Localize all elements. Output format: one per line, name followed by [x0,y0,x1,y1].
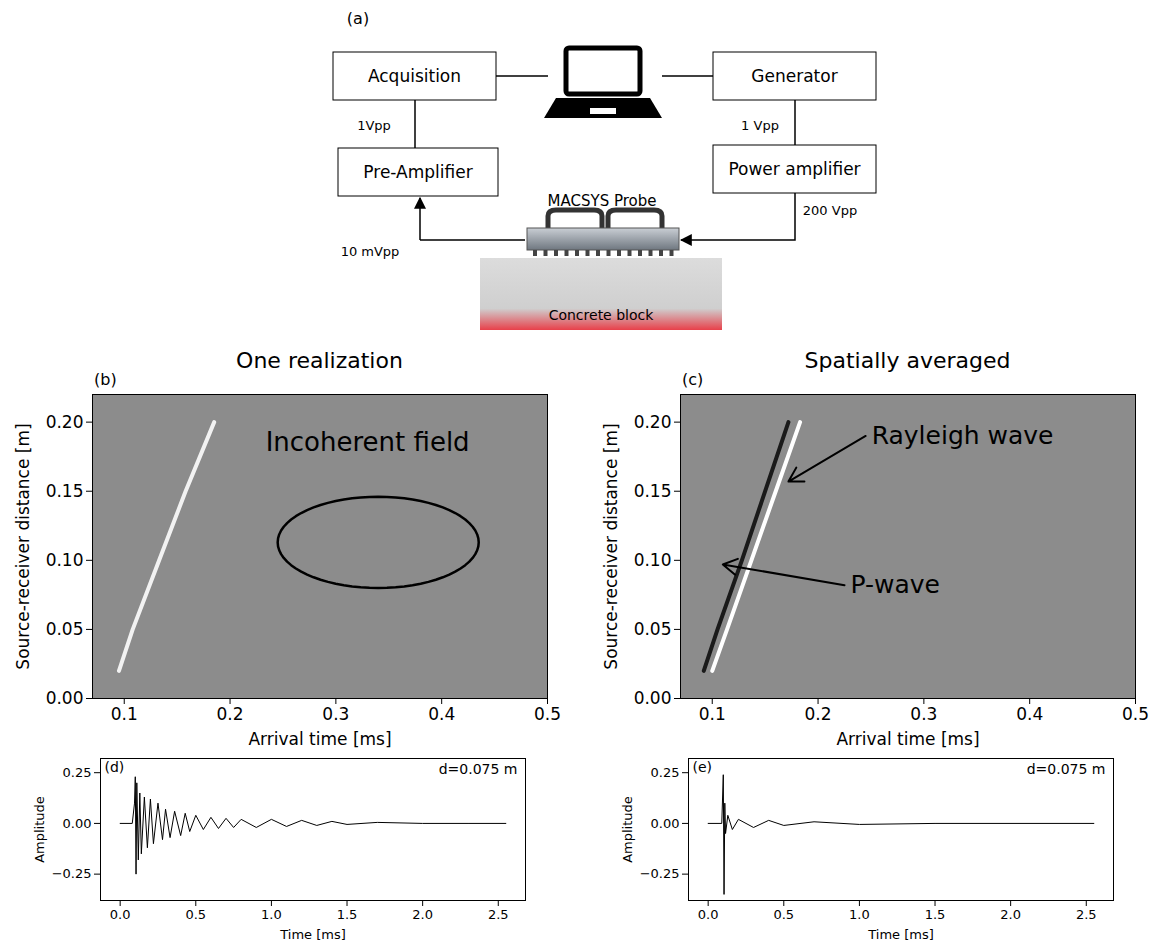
html-text:(b): (b) [94,370,117,389]
svg-text:2.0: 2.0 [412,907,433,922]
svg-text:0.20: 0.20 [634,412,672,432]
html-text:(c): (c) [682,370,704,389]
svg-text:Amplitude: Amplitude [32,796,47,863]
svg-text:0.0: 0.0 [110,907,131,922]
svg-text:Concrete block: Concrete block [549,307,655,323]
svg-text:Source-receiver distance [m]: Source-receiver distance [m] [13,423,33,669]
svg-text:P-wave: P-wave [851,570,941,599]
svg-text:Pre-Amplifier: Pre-Amplifier [363,162,472,182]
svg-text:0.5: 0.5 [185,907,206,922]
svg-text:Time [ms]: Time [ms] [279,927,346,942]
svg-text:2.0: 2.0 [1000,907,1021,922]
svg-text:d=0.075 m: d=0.075 m [1027,761,1106,777]
svg-text:0.3: 0.3 [910,704,937,724]
svg-text:2.5: 2.5 [488,907,509,922]
html-text:One realization: One realization [236,348,403,373]
svg-text:Incoherent field: Incoherent field [266,427,470,457]
svg-text:1Vpp: 1Vpp [357,118,391,133]
svg-text:0.25: 0.25 [651,765,680,780]
svg-text:0.00: 0.00 [63,816,92,831]
svg-text:1.5: 1.5 [337,907,358,922]
svg-text:1.0: 1.0 [849,907,870,922]
svg-text:Acquisition: Acquisition [368,66,461,86]
svg-text:0.1: 0.1 [111,704,138,724]
svg-text:0.3: 0.3 [322,704,349,724]
svg-text:Rayleigh wave: Rayleigh wave [872,421,1054,450]
svg-text:Amplitude: Amplitude [620,796,635,863]
svg-text:Arrival time [ms]: Arrival time [ms] [836,729,979,749]
svg-text:0.4: 0.4 [428,704,455,724]
svg-text:0.4: 0.4 [1016,704,1043,724]
svg-text:1.5: 1.5 [925,907,946,922]
svg-text:(d): (d) [105,759,125,775]
svg-text:0.5: 0.5 [773,907,794,922]
svg-text:0.0: 0.0 [698,907,719,922]
svg-text:0.05: 0.05 [634,619,672,639]
svg-text:0.1: 0.1 [699,704,726,724]
svg-text:200 Vpp: 200 Vpp [803,203,857,218]
svg-text:Power amplifier: Power amplifier [728,159,860,179]
svg-text:0.2: 0.2 [217,704,244,724]
svg-text:(e): (e) [693,759,713,775]
svg-text:1 Vpp: 1 Vpp [741,118,779,133]
svg-text:0.15: 0.15 [46,481,84,501]
svg-text:0.5: 0.5 [1122,704,1149,724]
svg-text:0.5: 0.5 [534,704,561,724]
svg-text:d=0.075 m: d=0.075 m [439,761,518,777]
svg-text:0.2: 0.2 [805,704,832,724]
svg-text:10 mVpp: 10 mVpp [341,244,400,259]
svg-text:(a): (a) [347,9,369,28]
svg-text:0.10: 0.10 [634,550,672,570]
svg-text:0.15: 0.15 [634,481,672,501]
svg-text:1.0: 1.0 [261,907,282,922]
svg-text:0.00: 0.00 [634,688,672,708]
svg-text:Generator: Generator [751,66,837,86]
svg-text:0.00: 0.00 [46,688,84,708]
html-text:Spatially averaged: Spatially averaged [804,348,1011,373]
svg-text:0.20: 0.20 [46,412,84,432]
svg-text:Time [ms]: Time [ms] [867,927,934,942]
svg-text:0.05: 0.05 [46,619,84,639]
svg-text:0.10: 0.10 [46,550,84,570]
svg-text:Arrival time [ms]: Arrival time [ms] [248,729,391,749]
svg-text:2.5: 2.5 [1076,907,1097,922]
svg-text:−0.25: −0.25 [640,866,680,881]
svg-text:−0.25: −0.25 [52,866,92,881]
svg-text:0.00: 0.00 [651,816,680,831]
svg-text:0.25: 0.25 [63,765,92,780]
svg-text:Source-receiver distance [m]: Source-receiver distance [m] [601,423,621,669]
svg-text:MACSYS Probe: MACSYS Probe [548,192,657,210]
